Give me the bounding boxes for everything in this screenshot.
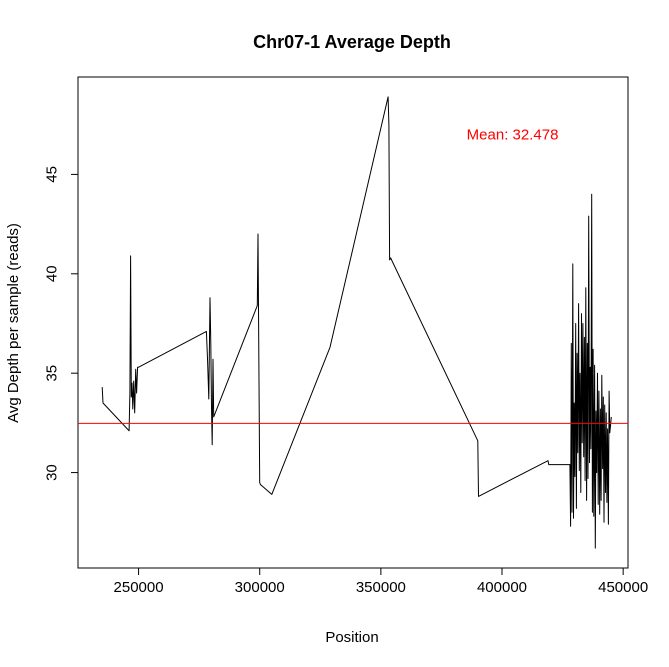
plot-area (78, 96, 628, 549)
x-axis: 250000 300000 350000 400000 450000 (114, 567, 648, 596)
y-axis-title: Avg Depth per sample (reads) (5, 223, 22, 423)
plot-frame (77, 76, 629, 569)
depth-series-line (101, 96, 612, 549)
x-axis-title: Position (325, 629, 378, 646)
x-tick-label: 350000 (356, 579, 406, 596)
y-tick-label: 30 (44, 464, 61, 481)
x-tick-label: 450000 (598, 579, 648, 596)
y-tick-label: 40 (44, 265, 61, 282)
chart-title: Chr07-1 Average Depth (253, 32, 451, 52)
x-tick-label: 400000 (477, 579, 527, 596)
y-axis: 30 35 40 45 (44, 166, 79, 481)
x-tick-label: 300000 (235, 579, 285, 596)
y-tick-label: 45 (44, 166, 61, 183)
mean-annotation: Mean: 32.478 (467, 127, 559, 144)
y-tick-label: 35 (44, 365, 61, 382)
x-tick-label: 250000 (114, 579, 164, 596)
